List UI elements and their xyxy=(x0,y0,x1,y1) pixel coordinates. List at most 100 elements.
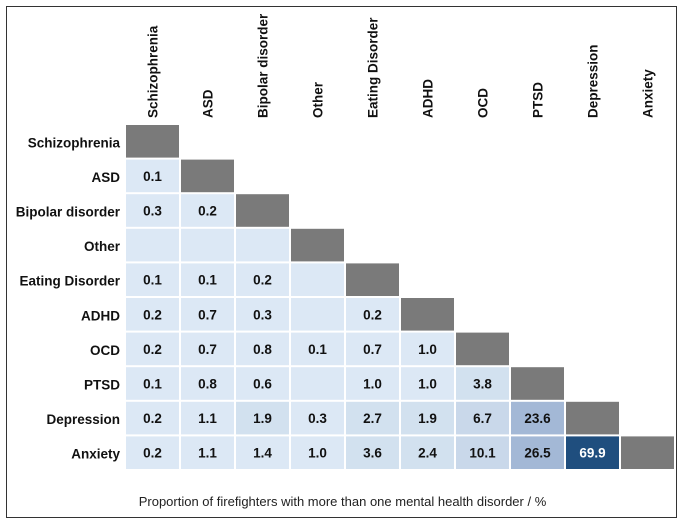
diagonal-cell-depression xyxy=(566,401,619,435)
value-label-anxiety-eating-disorder: 3.6 xyxy=(363,446,382,461)
cell-adhd-asd xyxy=(181,298,234,331)
diagonal-cell-ptsd xyxy=(511,367,564,400)
value-label-anxiety-bipolar-disorder: 1.4 xyxy=(253,446,272,461)
diagonal-cell-bipolar-disorder xyxy=(236,194,289,227)
value-label-ptsd-ocd: 3.8 xyxy=(473,377,492,392)
cell-ocd-asd xyxy=(181,332,234,366)
cell-depression-adhd xyxy=(401,401,454,435)
value-label-ptsd-eating-disorder: 1.0 xyxy=(363,377,382,392)
value-label-anxiety-depression: 69.9 xyxy=(579,446,605,461)
value-label-ocd-adhd: 1.0 xyxy=(418,342,437,357)
row-label-schizophrenia: Schizophrenia xyxy=(28,135,121,150)
cell-adhd-other xyxy=(291,298,344,331)
value-label-eating-disorder-asd: 0.1 xyxy=(198,273,217,288)
value-label-anxiety-adhd: 2.4 xyxy=(418,446,437,461)
value-label-depression-other: 0.3 xyxy=(308,411,327,426)
cell-anxiety-depression xyxy=(566,436,619,469)
cell-ocd-bipolar-disorder xyxy=(236,332,289,366)
diagonal-cell-other xyxy=(291,228,344,262)
value-label-depression-bipolar-disorder: 1.9 xyxy=(253,411,272,426)
cell-adhd-schizophrenia xyxy=(126,298,179,331)
row-label-asd: ASD xyxy=(91,170,120,185)
value-label-asd-schizophrenia: 0.1 xyxy=(143,169,162,184)
value-label-depression-schizophrenia: 0.2 xyxy=(143,411,162,426)
col-label-depression: Depression xyxy=(586,44,601,118)
value-label-eating-disorder-schizophrenia: 0.1 xyxy=(143,273,162,288)
diagonal-cell-ocd xyxy=(456,332,509,366)
value-label-anxiety-other: 1.0 xyxy=(308,446,327,461)
value-label-depression-ptsd: 23.6 xyxy=(524,411,551,426)
cell-depression-asd xyxy=(181,401,234,435)
cell-ptsd-ocd xyxy=(456,367,509,400)
cell-ocd-other xyxy=(291,332,344,366)
cell-ptsd-adhd xyxy=(401,367,454,400)
value-label-depression-asd: 1.1 xyxy=(198,411,217,426)
col-label-adhd: ADHD xyxy=(421,79,436,118)
value-label-depression-adhd: 1.9 xyxy=(418,411,437,426)
value-label-ocd-other: 0.1 xyxy=(308,342,327,357)
value-label-depression-eating-disorder: 2.7 xyxy=(363,411,382,426)
col-label-ocd: OCD xyxy=(476,88,491,118)
diagonal-cell-schizophrenia xyxy=(126,125,179,158)
cell-ptsd-asd xyxy=(181,367,234,400)
value-label-anxiety-ocd: 10.1 xyxy=(469,446,496,461)
cell-eating-disorder-bipolar-disorder xyxy=(236,263,289,296)
cell-anxiety-adhd xyxy=(401,436,454,469)
row-label-anxiety: Anxiety xyxy=(71,447,120,462)
cell-depression-other xyxy=(291,401,344,435)
row-label-other: Other xyxy=(84,239,121,254)
value-label-anxiety-schizophrenia: 0.2 xyxy=(143,446,162,461)
cell-ptsd-bipolar-disorder xyxy=(236,367,289,400)
cell-eating-disorder-schizophrenia xyxy=(126,263,179,296)
cell-eating-disorder-other xyxy=(291,263,344,296)
cell-anxiety-asd xyxy=(181,436,234,469)
col-label-eating-disorder: Eating Disorder xyxy=(366,17,381,118)
cell-asd-schizophrenia xyxy=(126,159,179,193)
cell-depression-ptsd xyxy=(511,401,564,435)
cell-depression-eating-disorder xyxy=(346,401,399,435)
value-label-adhd-schizophrenia: 0.2 xyxy=(143,307,162,322)
cell-ptsd-schizophrenia xyxy=(126,367,179,400)
cell-anxiety-ocd xyxy=(456,436,509,469)
value-label-ptsd-schizophrenia: 0.1 xyxy=(143,377,162,392)
cell-other-schizophrenia xyxy=(126,228,179,262)
value-label-adhd-asd: 0.7 xyxy=(198,307,217,322)
cell-ptsd-other xyxy=(291,367,344,400)
value-label-bipolar-disorder-asd: 0.2 xyxy=(198,204,217,219)
cell-anxiety-other xyxy=(291,436,344,469)
col-label-ptsd: PTSD xyxy=(531,82,546,118)
cell-depression-bipolar-disorder xyxy=(236,401,289,435)
col-label-anxiety: Anxiety xyxy=(641,69,656,118)
value-label-anxiety-ptsd: 26.5 xyxy=(524,446,551,461)
cell-anxiety-bipolar-disorder xyxy=(236,436,289,469)
cell-depression-ocd xyxy=(456,401,509,435)
cell-adhd-bipolar-disorder xyxy=(236,298,289,331)
cell-eating-disorder-asd xyxy=(181,263,234,296)
value-label-ocd-asd: 0.7 xyxy=(198,342,217,357)
value-label-anxiety-asd: 1.1 xyxy=(198,446,217,461)
value-label-eating-disorder-bipolar-disorder: 0.2 xyxy=(253,273,272,288)
value-label-ptsd-adhd: 1.0 xyxy=(418,377,437,392)
value-label-depression-ocd: 6.7 xyxy=(473,411,492,426)
cell-ocd-adhd xyxy=(401,332,454,366)
col-label-asd: ASD xyxy=(201,89,216,118)
row-label-adhd: ADHD xyxy=(81,308,120,323)
cell-anxiety-eating-disorder xyxy=(346,436,399,469)
value-label-ptsd-asd: 0.8 xyxy=(198,377,217,392)
cell-ocd-schizophrenia xyxy=(126,332,179,366)
value-label-ptsd-bipolar-disorder: 0.6 xyxy=(253,377,272,392)
value-label-bipolar-disorder-schizophrenia: 0.3 xyxy=(143,204,162,219)
cell-bipolar-disorder-asd xyxy=(181,194,234,227)
row-label-bipolar-disorder: Bipolar disorder xyxy=(16,205,121,220)
diagonal-cell-asd xyxy=(181,159,234,193)
cell-other-bipolar-disorder xyxy=(236,228,289,262)
value-label-ocd-schizophrenia: 0.2 xyxy=(143,342,162,357)
diagonal-cell-adhd xyxy=(401,298,454,331)
cell-other-asd xyxy=(181,228,234,262)
cell-depression-schizophrenia xyxy=(126,401,179,435)
row-label-eating-disorder: Eating Disorder xyxy=(19,274,120,289)
value-label-ocd-bipolar-disorder: 0.8 xyxy=(253,342,272,357)
col-label-schizophrenia: Schizophrenia xyxy=(146,25,161,118)
cell-bipolar-disorder-schizophrenia xyxy=(126,194,179,227)
